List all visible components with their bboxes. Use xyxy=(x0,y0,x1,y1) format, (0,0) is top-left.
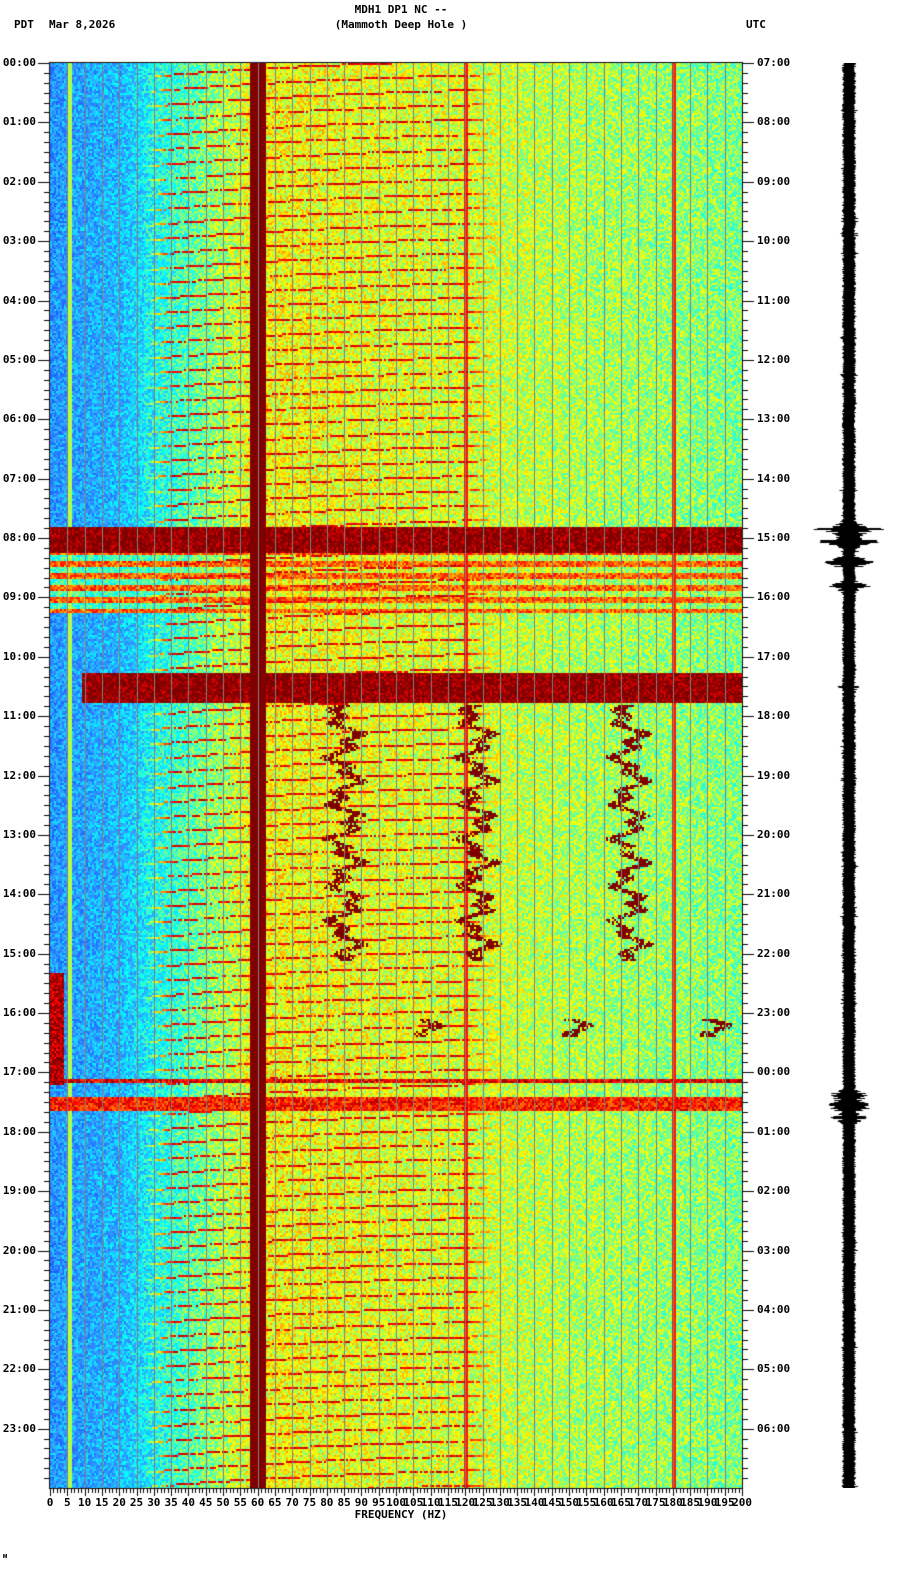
y-tick-left-label: 12:00 xyxy=(2,768,36,782)
x-tick-label: 165 xyxy=(611,1496,631,1509)
x-tick-label: 85 xyxy=(337,1496,351,1509)
x-tick-label: 175 xyxy=(645,1496,666,1509)
y-tick-right-label: 17:00 xyxy=(757,649,791,663)
x-tick-label: 75 xyxy=(302,1496,317,1509)
y-tick-right-label: 16:00 xyxy=(757,590,791,604)
y-tick-left-label: 06:00 xyxy=(2,412,36,426)
y-tick-right-label: 19:00 xyxy=(757,768,791,782)
x-tick-label: 180 xyxy=(662,1496,683,1509)
x-tick-label: 30 xyxy=(147,1496,161,1509)
x-tick-label: 50 xyxy=(216,1496,230,1509)
x-tick-label: 115 xyxy=(438,1496,458,1509)
y-tick-left-label: 13:00 xyxy=(2,827,36,841)
x-tick-label: 150 xyxy=(559,1496,579,1509)
y-tick-right-label: 08:00 xyxy=(757,115,791,129)
y-tick-left-label: 02:00 xyxy=(2,174,36,188)
y-tick-right-label: 10:00 xyxy=(757,234,791,248)
y-tick-left-label: 07:00 xyxy=(2,471,36,485)
y-tick-left-label: 22:00 xyxy=(2,1362,36,1376)
y-tick-left-label: 16:00 xyxy=(2,1006,36,1019)
x-tick-label: 130 xyxy=(489,1496,510,1509)
x-tick-label: 45 xyxy=(199,1496,213,1509)
y-tick-right-label: 23:00 xyxy=(757,1006,791,1019)
y-tick-right-label: 18:00 xyxy=(757,709,791,723)
y-tick-right-label: 00:00 xyxy=(757,1065,791,1079)
x-tick-label: 0 xyxy=(46,1496,54,1509)
y-tick-left-label: 09:00 xyxy=(2,590,36,604)
x-tick-label: 35 xyxy=(164,1496,178,1509)
y-tick-left-label: 18:00 xyxy=(2,1124,36,1138)
x-tick-label: 90 xyxy=(354,1496,369,1509)
y-tick-left-label: 11:00 xyxy=(2,709,36,723)
y-tick-right-label: 07:00 xyxy=(757,56,791,69)
y-tick-left-label: 08:00 xyxy=(2,531,36,544)
y-tick-right-label: 22:00 xyxy=(757,946,791,960)
seismogram-trace xyxy=(800,63,902,1488)
x-tick-label: 60 xyxy=(251,1496,265,1509)
x-tick-label: 20 xyxy=(112,1496,126,1509)
y-tick-right-label: 05:00 xyxy=(757,1362,791,1376)
y-tick-right-label: 04:00 xyxy=(757,1302,791,1316)
x-tick-label: 100 xyxy=(386,1496,406,1509)
y-tick-left-label: 04:00 xyxy=(2,293,36,307)
x-tick-label: 95 xyxy=(372,1496,386,1509)
x-tick-label: 200 xyxy=(732,1496,752,1509)
date-label: Mar 8,2026 xyxy=(49,18,116,31)
x-tick-label: 40 xyxy=(181,1496,196,1509)
y-tick-left-label: 20:00 xyxy=(2,1243,36,1257)
x-tick-label: 25 xyxy=(129,1496,144,1509)
x-tick-label: 110 xyxy=(420,1496,441,1509)
timezone-right-label: UTC xyxy=(746,18,766,31)
station-title: MDH1 DP1 NC -- xyxy=(354,3,448,16)
y-tick-left-label: 19:00 xyxy=(2,1184,36,1198)
footer-mark: ᴍ xyxy=(3,1552,8,1560)
x-tick-label: 70 xyxy=(285,1496,299,1509)
y-tick-right-label: 15:00 xyxy=(757,531,791,544)
y-tick-right-label: 01:00 xyxy=(757,1124,791,1138)
site-title: (Mammoth Deep Hole ) xyxy=(334,18,468,31)
x-tick-label: 125 xyxy=(472,1496,493,1509)
x-tick-label: 195 xyxy=(714,1496,735,1509)
y-tick-right-label: 20:00 xyxy=(757,827,791,841)
y-tick-left-label: 01:00 xyxy=(2,115,36,129)
y-tick-left-label: 00:00 xyxy=(2,56,36,69)
y-tick-left-label: 03:00 xyxy=(2,234,36,248)
y-tick-right-label: 13:00 xyxy=(757,412,791,426)
x-tick-label: 160 xyxy=(593,1496,614,1509)
y-tick-left-label: 21:00 xyxy=(2,1302,36,1316)
x-tick-label: 55 xyxy=(233,1496,247,1509)
y-tick-left-label: 14:00 xyxy=(2,887,36,901)
y-tick-left-label: 05:00 xyxy=(2,352,36,366)
x-tick-label: 15 xyxy=(95,1496,109,1509)
y-tick-right-label: 14:00 xyxy=(757,471,791,485)
y-tick-right-label: 03:00 xyxy=(757,1243,791,1257)
x-tick-label: 155 xyxy=(576,1496,597,1509)
x-tick-label: 170 xyxy=(628,1496,649,1509)
x-tick-label: 5 xyxy=(64,1496,71,1509)
x-tick-label: 140 xyxy=(524,1496,545,1509)
x-tick-label: 80 xyxy=(320,1496,334,1509)
x-axis-title: FREQUENCY (HZ) xyxy=(354,1508,448,1521)
x-tick-label: 185 xyxy=(680,1496,701,1509)
x-tick-label: 10 xyxy=(78,1496,92,1509)
x-tick-label: 135 xyxy=(507,1496,528,1509)
timezone-left-label: PDT xyxy=(14,18,34,31)
y-tick-right-label: 12:00 xyxy=(757,352,791,366)
y-tick-left-label: 15:00 xyxy=(2,946,36,960)
x-tick-label: 145 xyxy=(541,1496,562,1509)
y-tick-right-label: 09:00 xyxy=(757,174,791,188)
y-tick-left-label: 17:00 xyxy=(2,1065,36,1079)
spectrogram-plot xyxy=(50,63,742,1488)
y-tick-left-label: 10:00 xyxy=(2,649,36,663)
x-tick-label: 105 xyxy=(403,1496,424,1509)
x-tick-label: 120 xyxy=(455,1496,476,1509)
y-tick-right-label: 11:00 xyxy=(757,293,791,307)
y-tick-left-label: 23:00 xyxy=(2,1421,36,1435)
x-tick-label: 65 xyxy=(268,1496,282,1509)
y-tick-right-label: 21:00 xyxy=(757,887,791,901)
y-tick-right-label: 02:00 xyxy=(757,1184,791,1198)
x-tick-label: 190 xyxy=(697,1496,718,1509)
y-tick-right-label: 06:00 xyxy=(757,1421,791,1435)
